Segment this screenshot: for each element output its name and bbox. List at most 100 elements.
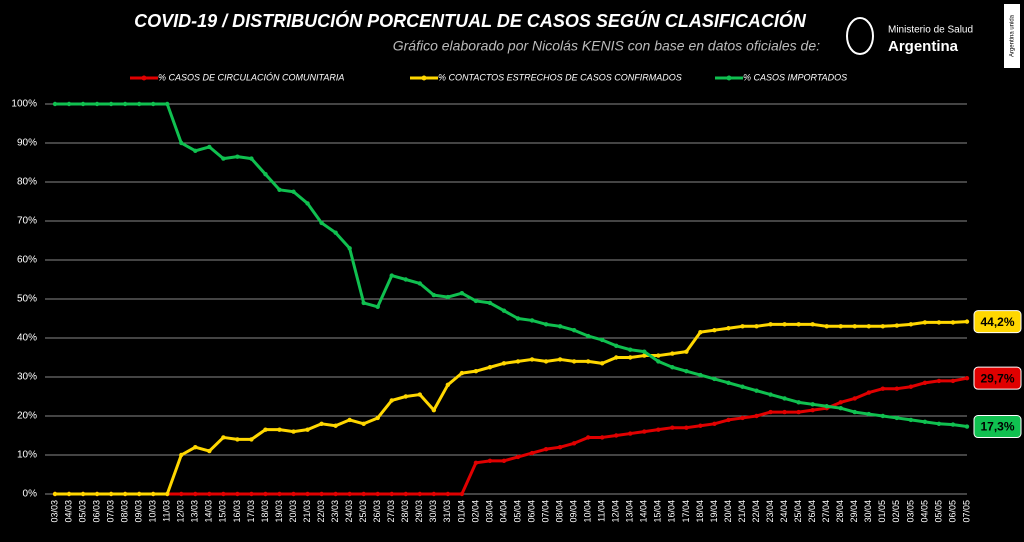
data-point — [950, 378, 956, 384]
data-point — [642, 429, 647, 434]
x-tick-label: 19/03 — [274, 500, 284, 523]
data-point — [221, 156, 226, 161]
data-point — [614, 343, 619, 348]
x-tick-label: 02/04 — [470, 500, 480, 523]
data-point — [52, 491, 58, 497]
data-point — [333, 230, 338, 235]
data-point — [501, 308, 507, 313]
data-point — [712, 421, 717, 426]
data-point — [964, 375, 970, 381]
data-point — [852, 396, 857, 401]
x-tick-label: 17/04 — [681, 500, 691, 523]
data-point — [193, 148, 198, 153]
data-point — [249, 491, 254, 497]
data-point — [950, 320, 956, 325]
x-tick-label: 04/04 — [498, 500, 508, 523]
x-tick-label: 02/05 — [891, 500, 901, 523]
data-point — [796, 409, 801, 415]
x-tick-label: 16/04 — [667, 500, 677, 523]
x-tick-label: 13/04 — [625, 500, 635, 523]
data-point — [403, 277, 408, 282]
x-tick-label: 13/03 — [190, 500, 200, 523]
data-point — [52, 101, 58, 107]
data-point — [501, 361, 507, 366]
x-tick-label: 30/03 — [428, 500, 438, 523]
y-tick-label: 10% — [17, 450, 37, 461]
data-point — [277, 187, 282, 192]
data-point — [782, 409, 787, 415]
data-point — [726, 380, 731, 386]
data-point — [459, 290, 465, 296]
chart-subtitle: Gráfico elaborado por Nicolás KENIS con … — [393, 38, 820, 54]
data-point — [950, 422, 956, 427]
data-point — [922, 320, 928, 325]
data-point — [543, 322, 549, 327]
data-point — [600, 435, 605, 440]
data-point — [165, 101, 170, 107]
data-point — [768, 322, 773, 327]
logo: Ministerio de Salud Argentina Argentina … — [846, 4, 1020, 68]
x-tick-label: 14/04 — [639, 500, 649, 523]
x-tick-label: 11/04 — [597, 500, 607, 522]
data-point — [487, 458, 493, 464]
data-point — [305, 201, 310, 206]
data-point — [179, 452, 184, 458]
data-point — [600, 337, 605, 343]
data-point — [838, 400, 843, 405]
y-tick-label: 20% — [17, 411, 37, 422]
data-point — [375, 304, 380, 309]
series-line — [55, 102, 968, 429]
data-point — [249, 437, 254, 442]
data-point — [263, 172, 268, 177]
y-tick-label: 40% — [17, 333, 37, 344]
x-tick-label: 03/03 — [49, 500, 59, 523]
y-tick-label: 70% — [17, 216, 37, 227]
data-point — [866, 411, 871, 417]
x-tick-label: 01/05 — [877, 500, 887, 523]
x-tick-label: 09/03 — [134, 500, 144, 523]
series-line — [55, 376, 968, 496]
data-point — [389, 398, 394, 403]
data-point — [740, 415, 745, 421]
x-tick-label: 27/03 — [386, 500, 396, 523]
data-point — [291, 429, 296, 434]
x-tick-label: 26/03 — [372, 500, 382, 523]
x-tick-label: 10/03 — [148, 500, 158, 523]
data-point — [796, 322, 801, 327]
x-tick-label: 14/03 — [204, 500, 214, 523]
data-point — [417, 491, 422, 497]
data-point — [361, 421, 366, 426]
data-point — [642, 349, 647, 354]
data-point — [936, 421, 942, 426]
data-point — [277, 427, 282, 432]
data-point — [740, 384, 745, 389]
data-point — [852, 409, 857, 415]
data-point — [642, 353, 647, 358]
data-point — [122, 101, 128, 107]
end-label: 29,7% — [980, 371, 1014, 385]
data-point — [557, 357, 563, 362]
data-point — [782, 322, 787, 327]
data-point — [108, 491, 114, 497]
data-point — [656, 359, 661, 364]
data-point — [249, 156, 254, 161]
data-point — [726, 417, 731, 423]
data-point — [614, 433, 619, 438]
x-tick-label: 06/04 — [526, 500, 536, 523]
data-point — [193, 491, 198, 497]
data-point — [459, 370, 465, 376]
data-point — [417, 392, 422, 397]
x-tick-label: 30/04 — [863, 500, 873, 523]
data-point — [585, 333, 591, 339]
x-tick-label: 19/04 — [709, 500, 719, 523]
data-point — [670, 365, 675, 370]
data-point — [235, 491, 240, 497]
data-point — [319, 220, 324, 226]
x-tick-label: 21/04 — [737, 500, 747, 523]
x-tick-label: 20/03 — [288, 500, 298, 523]
data-point — [277, 491, 282, 497]
data-point — [529, 318, 535, 323]
data-point — [754, 413, 759, 419]
x-tick-label: 22/03 — [316, 500, 326, 523]
data-point — [361, 491, 366, 497]
